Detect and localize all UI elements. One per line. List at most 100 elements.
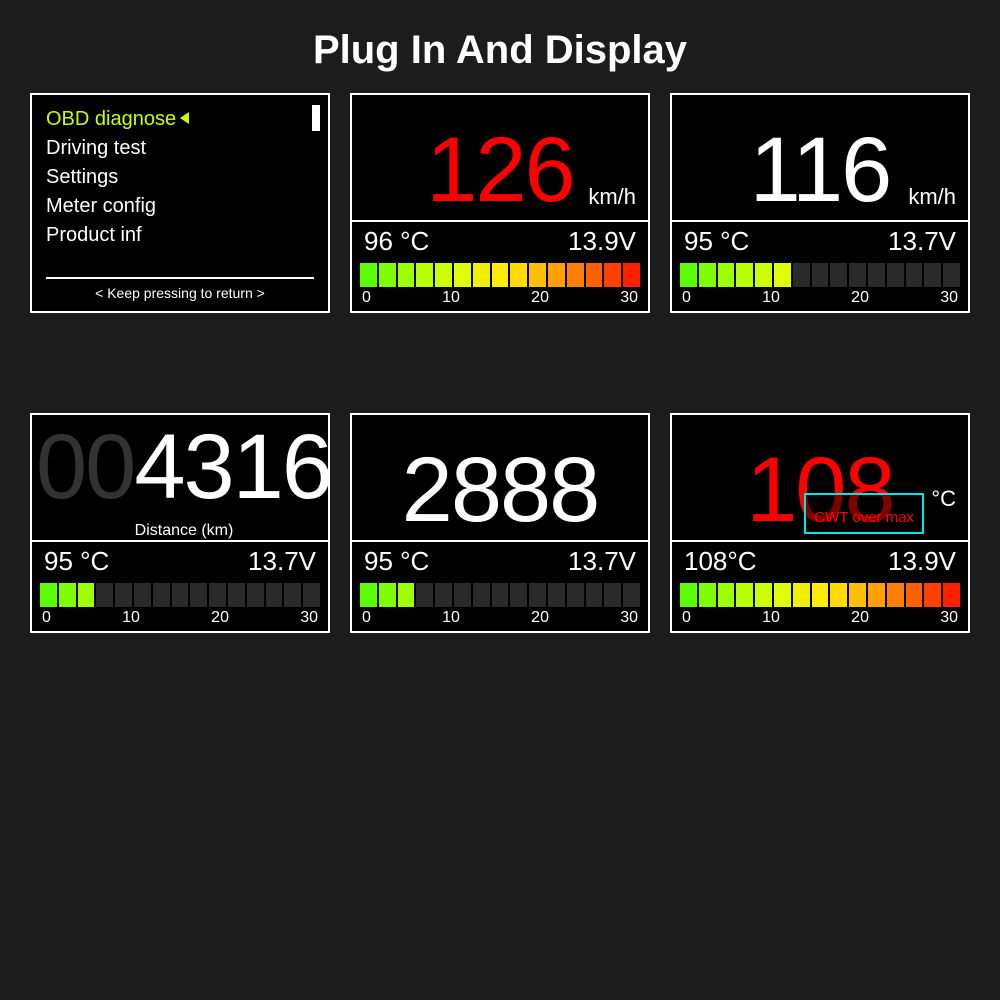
axis-tick: 0 xyxy=(682,289,691,307)
bargraph-axis: 0102030 xyxy=(360,289,640,307)
bargraph-axis: 0102030 xyxy=(360,609,640,627)
bar-segment xyxy=(849,263,866,287)
bar-segment xyxy=(755,583,772,607)
temp-volt-row: 95 °C 13.7V xyxy=(32,542,328,583)
bar-segment xyxy=(830,263,847,287)
bar-segment xyxy=(699,263,716,287)
bar-segment xyxy=(78,583,95,607)
bar-segment xyxy=(868,263,885,287)
speed-value: 126 xyxy=(426,124,574,216)
volt-value: 13.7V xyxy=(568,546,636,577)
bar-segment xyxy=(153,583,170,607)
bar-segment xyxy=(887,263,904,287)
bar-segment xyxy=(115,583,132,607)
bar-segment xyxy=(812,263,829,287)
axis-tick: 20 xyxy=(851,609,869,627)
menu-item[interactable]: Product inf xyxy=(46,221,314,250)
speed-unit: km/h xyxy=(588,184,636,210)
bar-segment xyxy=(510,583,527,607)
temp-volt-row: 95 °C 13.7V xyxy=(672,222,968,263)
screen-menu: OBD diagnoseDriving testSettingsMeter co… xyxy=(30,93,330,313)
volt-value: 13.7V xyxy=(888,226,956,257)
bar-segment xyxy=(718,263,735,287)
bar-segment xyxy=(943,263,960,287)
axis-tick: 30 xyxy=(940,289,958,307)
bar-segment xyxy=(435,263,452,287)
bargraph xyxy=(360,583,640,607)
axis-tick: 20 xyxy=(531,609,549,627)
bargraph-axis: 0102030 xyxy=(680,609,960,627)
bar-segment xyxy=(736,583,753,607)
bar-segment xyxy=(906,263,923,287)
axis-tick: 20 xyxy=(211,609,229,627)
bar-segment xyxy=(567,263,584,287)
temp-volt-row: 108°C 13.9V xyxy=(672,542,968,583)
bar-segment xyxy=(529,263,546,287)
bar-segment xyxy=(718,583,735,607)
axis-tick: 0 xyxy=(362,289,371,307)
bar-segment xyxy=(454,263,471,287)
bar-segment xyxy=(924,263,941,287)
menu-item[interactable]: OBD diagnose xyxy=(46,105,314,134)
axis-tick: 20 xyxy=(531,289,549,307)
axis-tick: 10 xyxy=(442,609,460,627)
menu-item[interactable]: Settings xyxy=(46,163,314,192)
bar-segment xyxy=(59,583,76,607)
bargraph-axis: 0 10 20 30 xyxy=(680,289,960,307)
bar-segment xyxy=(454,583,471,607)
bar-segment xyxy=(303,583,320,607)
bar-segment xyxy=(623,583,640,607)
axis-tick: 30 xyxy=(940,609,958,627)
bargraph-axis: 0102030 xyxy=(40,609,320,627)
bar-segment xyxy=(398,583,415,607)
bar-segment xyxy=(96,583,113,607)
axis-tick: 30 xyxy=(300,609,318,627)
bar-segment xyxy=(774,263,791,287)
bar-segment xyxy=(416,263,433,287)
screen-distance: 00 4316 Distance (km) 95 °C 13.7V 010203… xyxy=(30,413,330,633)
bar-segment xyxy=(680,583,697,607)
bar-segment xyxy=(755,263,772,287)
bar-segment xyxy=(266,583,283,607)
bar-segment xyxy=(40,583,57,607)
bargraph xyxy=(680,263,960,287)
bar-segment xyxy=(228,583,245,607)
bar-segment xyxy=(774,583,791,607)
temp-value: 95 °C xyxy=(684,226,749,257)
screen-speed-white: 116 km/h 95 °C 13.7V 0102030 xyxy=(670,93,970,313)
speed-unit: km/h xyxy=(908,184,956,210)
scroll-thumb[interactable] xyxy=(312,105,320,131)
bar-segment xyxy=(473,263,490,287)
bar-segment xyxy=(529,583,546,607)
bar-segment xyxy=(586,583,603,607)
temp-volt-row: 96 °C 13.9V xyxy=(352,222,648,263)
menu-scrollbar[interactable] xyxy=(312,105,320,255)
volt-value: 13.9V xyxy=(888,546,956,577)
axis-tick: 0 xyxy=(362,609,371,627)
bar-segment xyxy=(284,583,301,607)
bar-segment xyxy=(510,263,527,287)
menu-item[interactable]: Meter config xyxy=(46,192,314,221)
caret-left-icon xyxy=(180,112,189,124)
axis-tick: 20 xyxy=(851,289,869,307)
bar-segment xyxy=(924,583,941,607)
bar-segment xyxy=(793,263,810,287)
bargraph xyxy=(360,263,640,287)
screens-grid: OBD diagnoseDriving testSettingsMeter co… xyxy=(0,93,1000,633)
temp-volt-row: 95 °C 13.7V xyxy=(352,542,648,583)
bar-segment xyxy=(812,583,829,607)
bar-segment xyxy=(492,583,509,607)
axis-tick: 10 xyxy=(762,289,780,307)
bar-segment xyxy=(604,583,621,607)
axis-tick: 0 xyxy=(682,609,691,627)
bar-segment xyxy=(849,583,866,607)
bar-segment xyxy=(830,583,847,607)
volt-value: 13.7V xyxy=(248,546,316,577)
bar-segment xyxy=(360,583,377,607)
bar-segment xyxy=(379,263,396,287)
bar-segment xyxy=(209,583,226,607)
bar-segment xyxy=(906,583,923,607)
bar-segment xyxy=(435,583,452,607)
menu-item[interactable]: Driving test xyxy=(46,134,314,163)
bar-segment xyxy=(548,583,565,607)
